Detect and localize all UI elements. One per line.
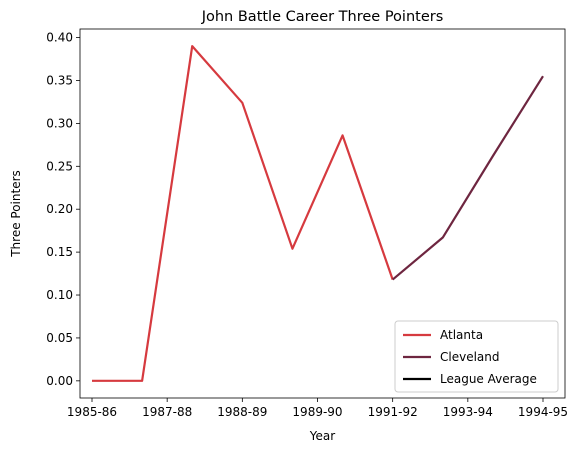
x-tick-label: 1985-86 <box>67 405 117 419</box>
y-tick-label: 0.05 <box>46 331 73 345</box>
y-axis-label: Three Pointers <box>9 170 23 258</box>
x-tick-label: 1989-90 <box>292 405 342 419</box>
y-tick-label: 0.40 <box>46 31 73 45</box>
series-line-atlanta <box>92 45 394 382</box>
y-tick-label: 0.10 <box>46 288 73 302</box>
y-tick-label: 0.30 <box>46 116 73 130</box>
y-tick-label: 0.20 <box>46 202 73 216</box>
y-tick-label: 0.35 <box>46 73 73 87</box>
x-tick-label: 1991-92 <box>368 405 418 419</box>
y-tick-label: 0.15 <box>46 245 73 259</box>
x-axis-label: Year <box>309 429 335 443</box>
plot-frame <box>79 28 566 399</box>
legend-label: Atlanta <box>440 328 483 342</box>
x-tick-label: 1994-95 <box>518 405 568 419</box>
series-line-cleveland <box>391 75 544 281</box>
legend: Atlanta Cleveland League Average <box>394 320 559 393</box>
y-tick-label: 0.25 <box>46 159 73 173</box>
legend-label: Cleveland <box>440 350 500 364</box>
legend-label: League Average <box>440 372 537 386</box>
x-tick-label: 1987-88 <box>142 405 192 419</box>
chart-title: John Battle Career Three Pointers <box>201 9 444 25</box>
y-tick-label: 0.00 <box>46 374 73 388</box>
x-axis: 1985-86 1987-88 1988-89 1989-90 1991-92 1993-… <box>67 398 568 419</box>
series-layer <box>92 45 544 382</box>
y-axis: 0.00 0.05 0.10 0.15 0.20 0.25 0.30 0.35 0.40 <box>46 31 80 388</box>
x-tick-label: 1993-94 <box>443 405 493 419</box>
x-tick-label: 1988-89 <box>217 405 267 419</box>
legend-box <box>394 320 559 393</box>
